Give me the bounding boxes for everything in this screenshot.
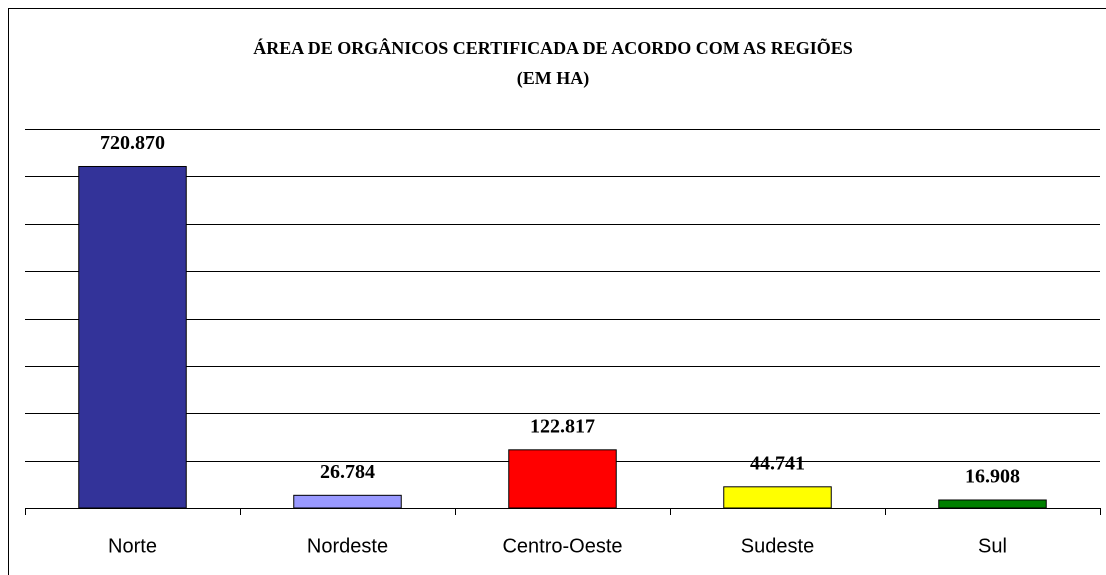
value-label: 44.741 (750, 452, 805, 474)
bar (508, 449, 617, 509)
x-tick-label: Centro-Oeste (502, 535, 622, 557)
x-tick-label: Norte (108, 535, 157, 557)
bar (723, 486, 832, 509)
x-tick-label: Sudeste (741, 535, 814, 557)
bar (938, 499, 1047, 509)
chart-title: ÁREA DE ORGÂNICOS CERTIFICADA DE ACORDO … (253, 37, 852, 58)
bar (78, 165, 187, 509)
chart-title: (EM HA) (517, 68, 589, 89)
x-tick-label: Nordeste (307, 535, 388, 557)
bar (293, 494, 402, 509)
value-label: 720.870 (100, 132, 165, 154)
value-label: 16.908 (965, 466, 1020, 488)
value-label: 26.784 (320, 461, 375, 483)
value-label: 122.817 (530, 415, 595, 437)
x-tick-label: Sul (978, 535, 1007, 557)
